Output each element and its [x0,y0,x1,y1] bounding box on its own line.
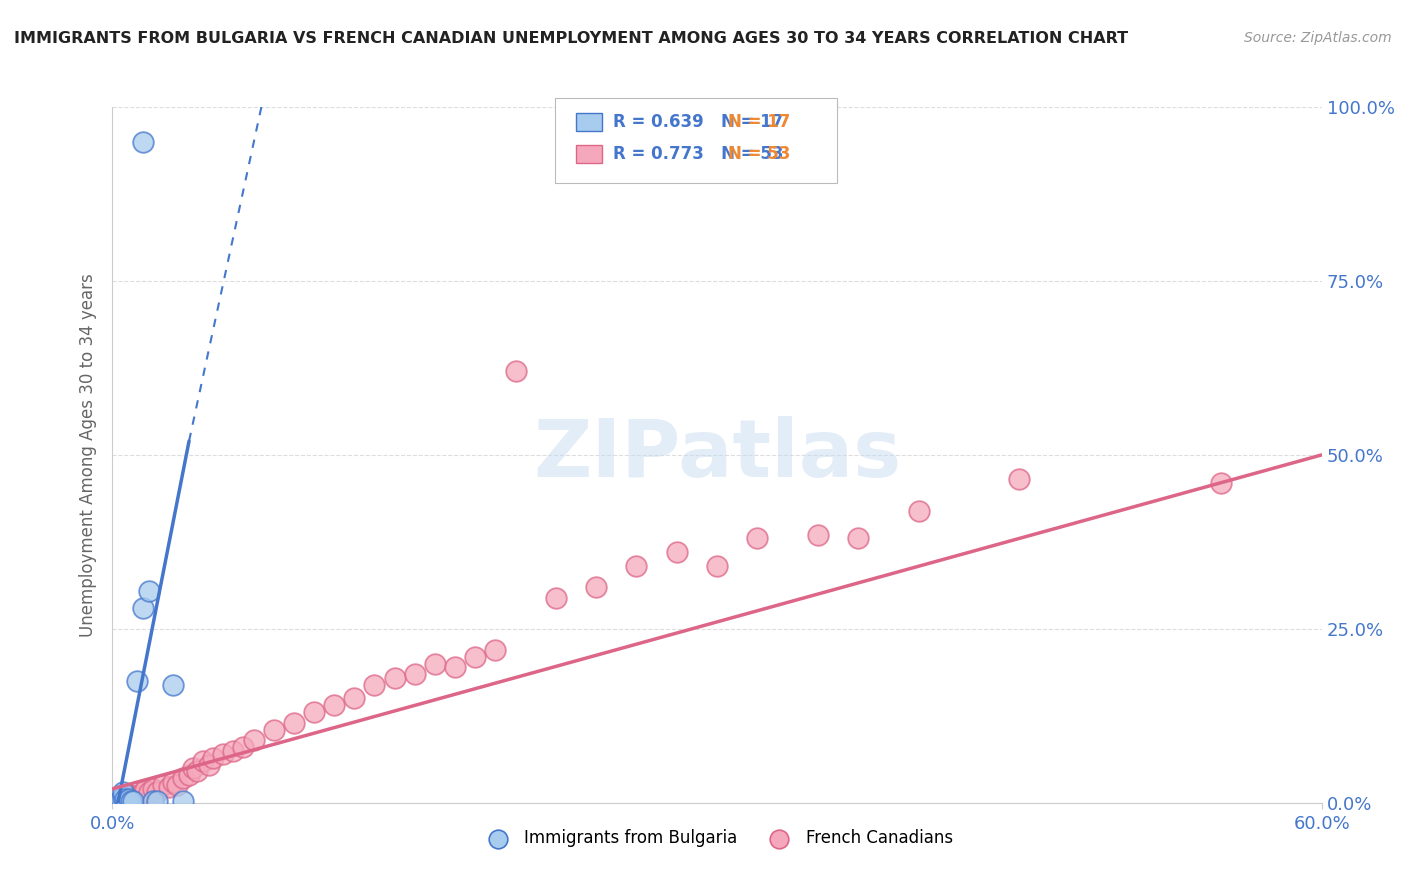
Point [138,785,160,799]
Point [232,740,254,755]
Point [142,794,165,808]
Point [146,785,169,799]
Point [747,532,769,546]
Point [132,135,155,149]
Point [115,794,138,808]
Point [162,677,184,691]
Point [152,778,174,792]
Text: Source: ZipAtlas.com: Source: ZipAtlas.com [1244,31,1392,45]
Point [134,783,156,797]
Y-axis label: Unemployment Among Ages 30 to 34 years: Unemployment Among Ages 30 to 34 years [79,273,97,637]
Point [505,364,527,378]
Text: N = 17: N = 17 [728,113,790,131]
Point [907,503,929,517]
Point [157,780,180,795]
Point [138,583,160,598]
Point [202,750,225,764]
Point [242,733,264,747]
Point [343,691,366,706]
Point [117,789,139,803]
Point [177,768,200,782]
Point [198,757,221,772]
Point [323,698,346,713]
Point [121,789,143,803]
Text: N = 53: N = 53 [728,145,790,163]
Point [846,532,869,546]
Point [423,657,446,671]
Point [132,785,155,799]
Point [263,723,285,737]
Point [626,559,648,574]
Point [181,761,204,775]
Point [222,744,245,758]
Point [363,677,385,691]
Point [444,660,467,674]
Point [544,591,567,605]
Point [115,788,138,802]
Point [807,528,830,542]
Point [142,781,165,796]
Point [166,778,188,792]
Text: R = 0.773   N = 53: R = 0.773 N = 53 [613,145,783,163]
Point [162,775,184,789]
Point [283,715,305,730]
Point [302,706,325,720]
Point [107,789,129,803]
Point [114,792,136,806]
Point [117,792,139,806]
Point [706,559,728,574]
Point [1008,472,1031,486]
Point [114,790,136,805]
Point [110,792,132,806]
Point [120,792,142,806]
Point [1209,475,1232,490]
Point [191,754,214,768]
Legend: Immigrants from Bulgaria, French Canadians: Immigrants from Bulgaria, French Canadia… [474,822,960,854]
Text: IMMIGRANTS FROM BULGARIA VS FRENCH CANADIAN UNEMPLOYMENT AMONG AGES 30 TO 34 YEA: IMMIGRANTS FROM BULGARIA VS FRENCH CANAD… [14,31,1128,46]
Text: R = 0.639   N = 17: R = 0.639 N = 17 [613,113,783,131]
Point [186,764,208,779]
Point [120,794,142,808]
Point [172,772,194,786]
Point [111,792,134,806]
Point [125,674,148,689]
Point [121,794,143,808]
Point [146,794,169,808]
Point [172,794,194,808]
Point [212,747,235,761]
Point [484,642,506,657]
Point [384,671,406,685]
Point [585,580,607,594]
Point [111,785,134,799]
Point [107,789,129,803]
Point [464,649,486,664]
Point [665,545,688,559]
Point [111,790,134,805]
Point [125,789,148,803]
Point [132,601,155,615]
Text: ZIPatlas: ZIPatlas [533,416,901,494]
Point [404,667,426,681]
Point [128,790,150,805]
